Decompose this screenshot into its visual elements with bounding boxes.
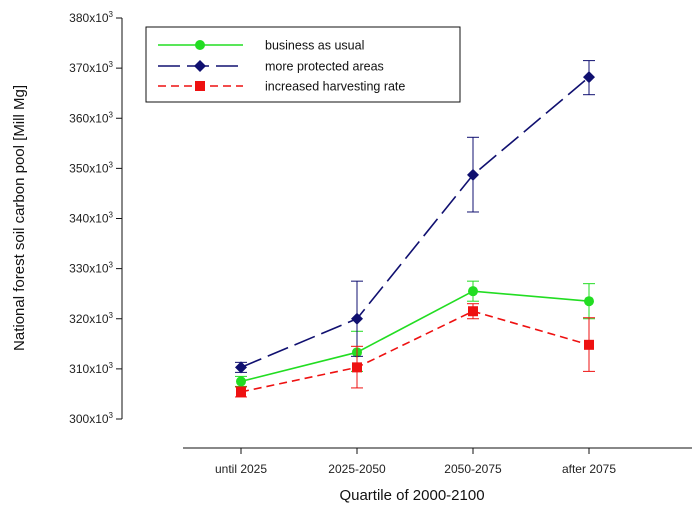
x-tick-label: 2050-2075 — [444, 462, 502, 476]
y-axis-title: National forest soil carbon pool [Mill M… — [11, 85, 28, 351]
series-line — [240, 76, 590, 369]
legend-label: more protected areas — [265, 60, 384, 74]
legend: business as usual more protected areas inc… — [145, 26, 461, 103]
data-point — [351, 312, 363, 325]
series-line — [240, 310, 590, 393]
data-point — [236, 376, 246, 387]
legend-label: business as usual — [265, 39, 364, 53]
data-point — [468, 306, 478, 317]
y-tick-label: 360x103 — [69, 110, 113, 125]
legend-label: increased harvesting rate — [265, 80, 405, 94]
data-point — [352, 362, 362, 373]
y-tick-label: 330x103 — [69, 261, 113, 276]
x-axis-title: Quartile of 2000-2100 — [339, 487, 484, 504]
legend-marker — [195, 81, 205, 91]
x-tick-label: 2025-2050 — [328, 462, 386, 476]
y-tick-label: 310x103 — [69, 361, 113, 376]
legend-marker — [194, 60, 206, 72]
series-2 — [235, 303, 595, 398]
data-point — [236, 386, 246, 397]
data-point — [584, 296, 594, 307]
y-tick-label: 380x103 — [69, 10, 113, 25]
y-tick-label: 300x103 — [69, 411, 113, 426]
plot-series — [235, 60, 595, 398]
y-tick-label: 320x103 — [69, 311, 113, 326]
y-tick-label: 340x103 — [69, 211, 113, 226]
y-tick-labels: 300x103 310x103 320x103 330x103 340x103 350x1… — [69, 10, 113, 426]
x-tick-label: until 2025 — [215, 462, 267, 476]
y-tick-label: 350x103 — [69, 160, 113, 175]
x-tick-label: after 2075 — [562, 462, 616, 476]
x-tick-labels: until 2025 2025-2050 2050-2075 after 2075 — [215, 462, 616, 476]
y-tick-label: 370x103 — [69, 60, 113, 75]
legend-marker — [195, 40, 205, 50]
data-point — [468, 286, 478, 297]
data-point — [235, 361, 247, 374]
data-point — [583, 71, 595, 84]
series-1 — [235, 60, 595, 374]
axes — [116, 17, 692, 454]
series-line — [240, 290, 590, 383]
data-point — [467, 168, 479, 181]
series-0 — [235, 280, 595, 387]
data-point — [584, 339, 594, 350]
